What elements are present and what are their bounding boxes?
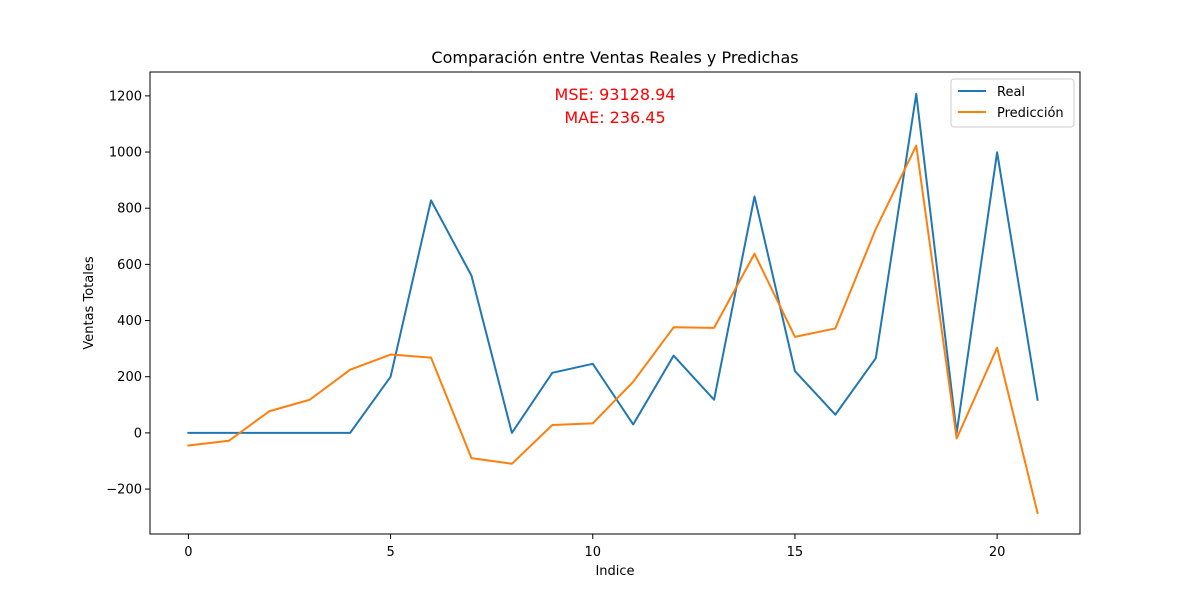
y-tick-label: 200 <box>117 370 142 385</box>
legend-real-label: Real <box>997 85 1025 100</box>
y-tick-label: 800 <box>117 202 142 217</box>
x-tick-label: 0 <box>184 545 192 560</box>
series-prediccion-line <box>187 144 1039 515</box>
series-layer <box>187 92 1039 515</box>
y-tick-label: −200 <box>106 483 142 498</box>
x-tick-label: 5 <box>386 545 394 560</box>
x-tick-label: 10 <box>584 545 601 560</box>
y-tick-label: 600 <box>117 258 142 273</box>
x-tick-label: 20 <box>989 545 1006 560</box>
legend-prediccion-label: Predicción <box>997 106 1064 121</box>
legend: Real Predicción <box>950 78 1075 128</box>
x-tick-label: 15 <box>787 545 804 560</box>
mse-annotation: MSE: 93128.94 <box>555 85 676 104</box>
mae-annotation: MAE: 236.45 <box>564 108 665 127</box>
plot-area <box>150 72 1080 534</box>
series-real-line <box>187 92 1039 434</box>
y-tick-label: 1000 <box>109 146 142 161</box>
plot-frame <box>149 71 1081 535</box>
y-tick-label: 1200 <box>109 89 142 104</box>
y-axis-label: Ventas Totales <box>82 256 97 349</box>
y-tick-label: 400 <box>117 314 142 329</box>
tick-layer: 0 5 10 15 20 −200 0 200 400 600 800 1000 1200 <box>106 89 1005 560</box>
chart-title: Comparación entre Ventas Reales y Predic… <box>431 48 798 67</box>
y-tick-label: 0 <box>134 426 142 441</box>
x-axis-label: Indice <box>595 564 634 579</box>
